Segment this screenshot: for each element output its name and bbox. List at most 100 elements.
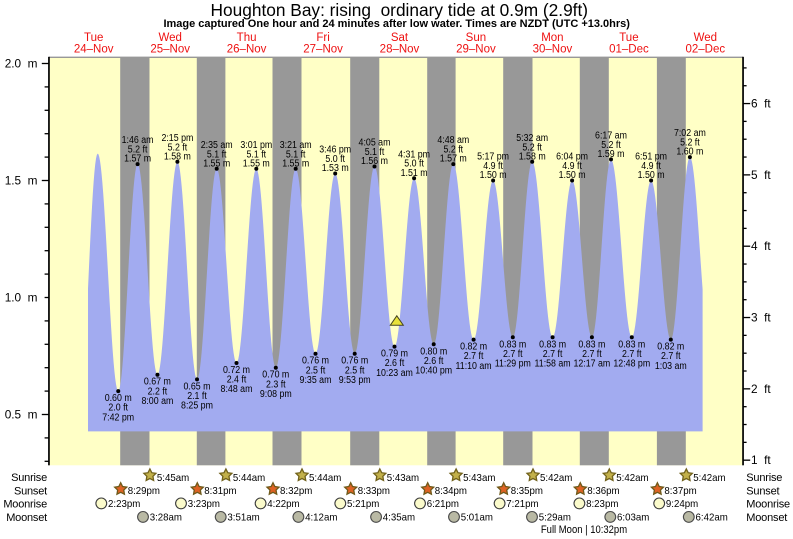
svg-text:10:23 am: 10:23 am bbox=[376, 368, 413, 379]
svg-text:7:21pm: 7:21pm bbox=[506, 499, 538, 510]
svg-text:1.0 m: 1.0 m bbox=[5, 291, 38, 305]
svg-text:1.51 m: 1.51 m bbox=[401, 168, 428, 179]
svg-text:2.4 ft: 2.4 ft bbox=[227, 375, 247, 386]
svg-text:6:04 pm: 6:04 pm bbox=[556, 152, 588, 163]
svg-text:Sunset: Sunset bbox=[746, 485, 779, 497]
svg-text:Tue: Tue bbox=[619, 32, 638, 44]
svg-text:5.1 ft: 5.1 ft bbox=[286, 149, 306, 160]
svg-text:7:42 pm: 7:42 pm bbox=[102, 412, 134, 423]
svg-text:1.50 m: 1.50 m bbox=[559, 170, 586, 181]
svg-text:8:32pm: 8:32pm bbox=[280, 486, 312, 497]
svg-text:1.60 m: 1.60 m bbox=[676, 147, 703, 158]
svg-text:8:25 pm: 8:25 pm bbox=[181, 401, 213, 412]
svg-text:11:10 am: 11:10 am bbox=[456, 361, 492, 372]
svg-text:4:48 am: 4:48 am bbox=[437, 135, 469, 146]
svg-text:3:46 pm: 3:46 pm bbox=[319, 145, 351, 156]
svg-text:0.82 m: 0.82 m bbox=[657, 342, 684, 353]
svg-text:5:29am: 5:29am bbox=[539, 513, 571, 524]
svg-text:Thu: Thu bbox=[237, 32, 257, 44]
svg-text:2.2 ft: 2.2 ft bbox=[148, 386, 168, 397]
svg-text:Wed: Wed bbox=[158, 32, 181, 44]
svg-text:2.0 m: 2.0 m bbox=[5, 57, 38, 71]
svg-text:5.0 ft: 5.0 ft bbox=[325, 154, 345, 165]
svg-text:1.5 m: 1.5 m bbox=[5, 174, 38, 188]
svg-text:5:42am: 5:42am bbox=[693, 473, 725, 484]
svg-text:8:00 am: 8:00 am bbox=[141, 396, 173, 407]
svg-text:4:05 am: 4:05 am bbox=[359, 138, 391, 149]
svg-text:01–Dec: 01–Dec bbox=[609, 43, 649, 55]
svg-text:5 ft: 5 ft bbox=[751, 168, 771, 182]
svg-text:8:48 am: 8:48 am bbox=[221, 384, 253, 395]
svg-text:2.6 ft: 2.6 ft bbox=[385, 358, 405, 369]
svg-text:0.83 m: 0.83 m bbox=[618, 339, 645, 350]
svg-text:9:35 am: 9:35 am bbox=[300, 375, 332, 386]
svg-text:2.7 ft: 2.7 ft bbox=[543, 349, 563, 360]
svg-text:Houghton Bay: rising ordinary: Houghton Bay: rising ordinary tide at 0.… bbox=[211, 0, 589, 20]
svg-text:5:21pm: 5:21pm bbox=[347, 499, 379, 510]
svg-text:5.1 ft: 5.1 ft bbox=[365, 147, 385, 158]
svg-text:2.1 ft: 2.1 ft bbox=[187, 391, 207, 402]
svg-text:5.2 ft: 5.2 ft bbox=[680, 138, 700, 149]
svg-text:0.79 m: 0.79 m bbox=[381, 349, 408, 360]
svg-text:29–Nov: 29–Nov bbox=[456, 43, 496, 55]
svg-text:5.1 ft: 5.1 ft bbox=[207, 149, 227, 160]
svg-text:3:28am: 3:28am bbox=[150, 513, 182, 524]
svg-text:2.7 ft: 2.7 ft bbox=[622, 349, 642, 360]
svg-text:2:15 pm: 2:15 pm bbox=[161, 133, 193, 144]
svg-text:1.55 m: 1.55 m bbox=[243, 158, 270, 169]
svg-text:1.59 m: 1.59 m bbox=[598, 149, 625, 160]
svg-text:2.0 ft: 2.0 ft bbox=[108, 403, 128, 414]
svg-text:Tue: Tue bbox=[84, 32, 103, 44]
svg-text:1.50 m: 1.50 m bbox=[480, 170, 507, 181]
svg-text:3:51am: 3:51am bbox=[227, 513, 259, 524]
svg-text:0.76 m: 0.76 m bbox=[341, 356, 368, 367]
svg-text:Image captured One hour and 24: Image captured One hour and 24 minutes a… bbox=[163, 18, 630, 30]
svg-text:26–Nov: 26–Nov bbox=[227, 43, 267, 55]
svg-text:8:35pm: 8:35pm bbox=[511, 486, 543, 497]
svg-text:9:08 pm: 9:08 pm bbox=[260, 389, 292, 400]
svg-text:5.1 ft: 5.1 ft bbox=[247, 149, 267, 160]
svg-text:7:02 am: 7:02 am bbox=[674, 128, 706, 139]
svg-text:11:58 am: 11:58 am bbox=[535, 359, 571, 370]
svg-text:02–Dec: 02–Dec bbox=[685, 43, 725, 55]
svg-text:1.56 m: 1.56 m bbox=[361, 156, 388, 167]
svg-text:6 ft: 6 ft bbox=[751, 97, 771, 111]
svg-text:1.57 m: 1.57 m bbox=[124, 154, 151, 165]
svg-text:8:23pm: 8:23pm bbox=[586, 499, 618, 510]
svg-text:11:29 pm: 11:29 pm bbox=[495, 359, 531, 370]
svg-text:2.5 ft: 2.5 ft bbox=[306, 365, 326, 376]
svg-text:9:24pm: 9:24pm bbox=[666, 499, 698, 510]
svg-text:0.83 m: 0.83 m bbox=[499, 339, 526, 350]
svg-text:2.7 ft: 2.7 ft bbox=[503, 349, 523, 360]
svg-text:9:53 pm: 9:53 pm bbox=[339, 375, 371, 386]
svg-text:8:31pm: 8:31pm bbox=[204, 486, 236, 497]
svg-text:12:48 pm: 12:48 pm bbox=[613, 359, 650, 370]
svg-text:5.0 ft: 5.0 ft bbox=[404, 159, 424, 170]
svg-text:4.9 ft: 4.9 ft bbox=[641, 161, 661, 172]
svg-text:27–Nov: 27–Nov bbox=[303, 43, 343, 55]
svg-text:1.50 m: 1.50 m bbox=[638, 170, 665, 181]
svg-text:8:37pm: 8:37pm bbox=[664, 486, 696, 497]
svg-text:8:33pm: 8:33pm bbox=[358, 486, 390, 497]
svg-text:5:32 am: 5:32 am bbox=[516, 133, 548, 144]
svg-text:2.7 ft: 2.7 ft bbox=[464, 351, 484, 362]
svg-text:6:21pm: 6:21pm bbox=[427, 499, 459, 510]
svg-text:1.57 m: 1.57 m bbox=[440, 154, 467, 165]
svg-text:1.58 m: 1.58 m bbox=[164, 151, 191, 162]
svg-text:0.80 m: 0.80 m bbox=[420, 346, 447, 357]
svg-text:5:43am: 5:43am bbox=[463, 473, 495, 484]
svg-text:5.2 ft: 5.2 ft bbox=[522, 142, 542, 153]
svg-text:5:17 pm: 5:17 pm bbox=[477, 152, 509, 163]
svg-text:Sunset: Sunset bbox=[14, 485, 47, 497]
svg-text:0.67 m: 0.67 m bbox=[144, 377, 171, 388]
svg-text:10:40 pm: 10:40 pm bbox=[415, 366, 452, 377]
svg-text:6:51 pm: 6:51 pm bbox=[635, 152, 667, 163]
svg-text:5:43am: 5:43am bbox=[387, 473, 419, 484]
svg-text:4.9 ft: 4.9 ft bbox=[562, 161, 582, 172]
svg-text:6:17 am: 6:17 am bbox=[595, 131, 627, 142]
svg-text:12:17 am: 12:17 am bbox=[574, 359, 611, 370]
svg-text:0.82 m: 0.82 m bbox=[460, 342, 487, 353]
svg-text:Mon: Mon bbox=[541, 32, 563, 44]
svg-text:Sun: Sun bbox=[466, 32, 486, 44]
svg-text:1 ft: 1 ft bbox=[751, 453, 771, 467]
